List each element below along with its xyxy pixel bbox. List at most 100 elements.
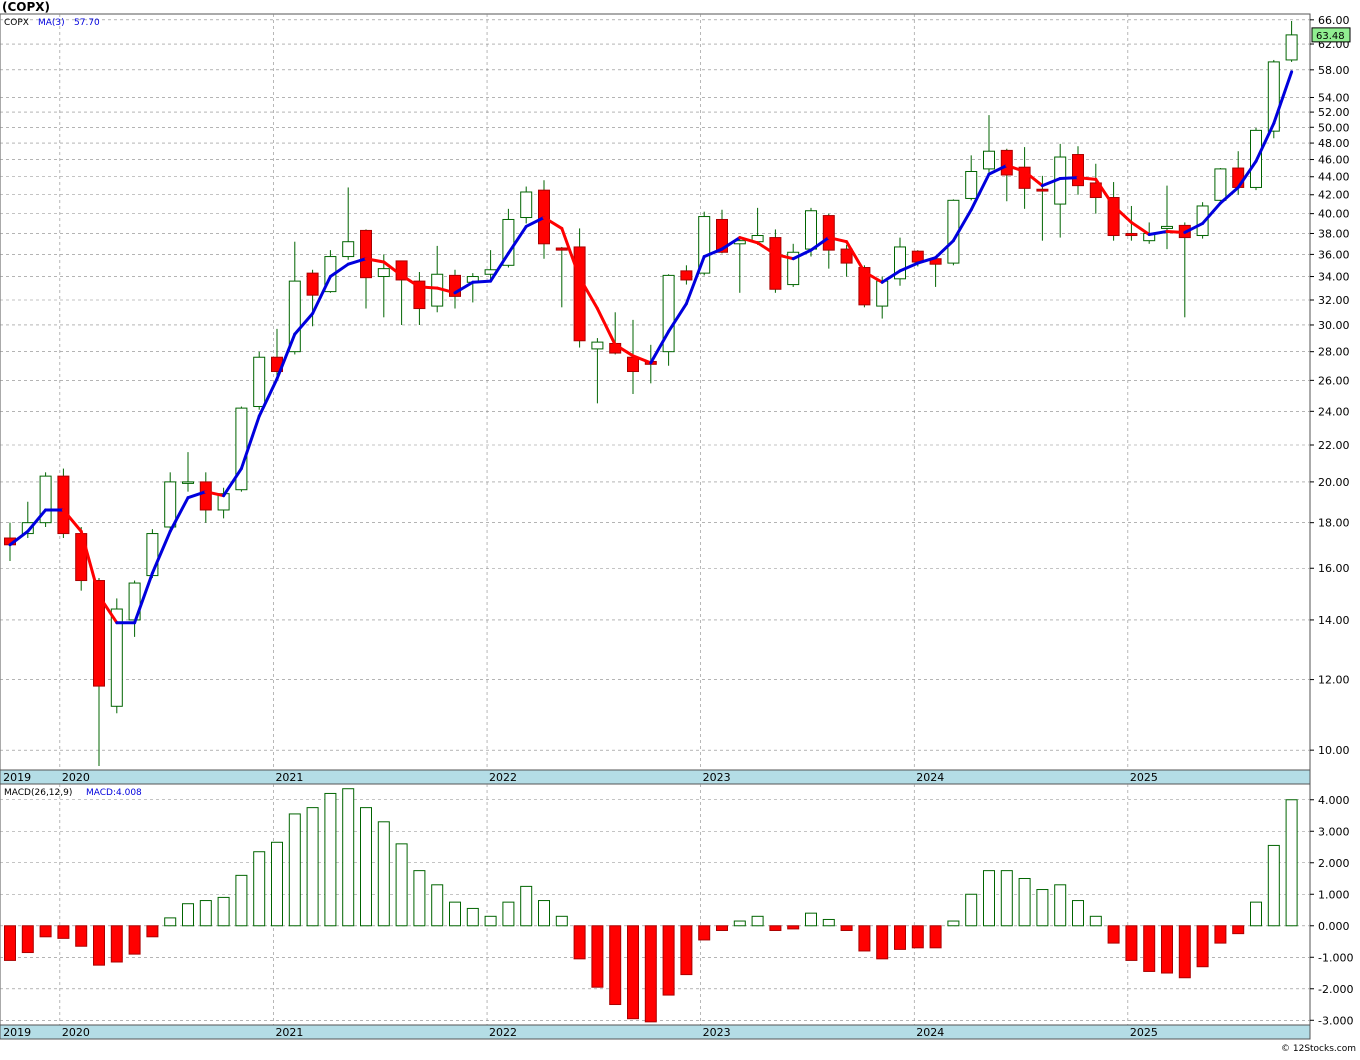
candle <box>1000 148 1013 202</box>
candle-body <box>1125 232 1138 237</box>
ma-segment <box>542 216 564 230</box>
candle-body <box>662 274 675 353</box>
ma-segment <box>1112 204 1133 224</box>
price-tick-label: 18.00 <box>1318 517 1350 530</box>
macd-bar <box>395 843 408 927</box>
ma-segment <box>311 275 332 316</box>
ma-segment <box>257 377 279 418</box>
macd-bar <box>502 901 515 927</box>
candle <box>413 271 426 325</box>
last-price-label: 63.48 <box>1316 31 1345 42</box>
year-label: 2020 <box>62 771 90 784</box>
ma-segment <box>1005 163 1027 174</box>
price-date-band <box>0 769 1311 785</box>
macd-bar <box>822 918 835 927</box>
macd-tick-label: -3.000 <box>1318 1014 1353 1027</box>
candle <box>1161 185 1173 250</box>
macd-bar <box>413 870 426 927</box>
ma-segment <box>222 467 243 498</box>
ma-segment <box>471 279 493 284</box>
candle-body <box>1285 34 1298 61</box>
ma-segment <box>613 343 635 358</box>
macd-bar <box>538 900 550 927</box>
macd-bar <box>253 851 266 927</box>
macd-bar <box>787 925 800 930</box>
macd-bar <box>377 821 390 927</box>
macd-bar <box>306 807 319 927</box>
legend-symbol: COPX <box>4 18 29 28</box>
macd-bar <box>840 925 853 931</box>
macd-bar <box>1036 889 1049 927</box>
candle-body <box>1107 197 1120 237</box>
candle-body <box>235 407 248 491</box>
ma-segment <box>1272 70 1294 125</box>
macd-bar <box>199 900 212 927</box>
price-tick-label: 38.00 <box>1318 227 1350 240</box>
price-tick-label: 12.00 <box>1318 674 1350 687</box>
macd-bar <box>431 884 444 927</box>
candle <box>573 228 586 348</box>
candle-body <box>57 475 70 535</box>
price-tick-label: 40.00 <box>1318 208 1350 221</box>
price-tick-label: 50.00 <box>1318 121 1350 134</box>
ma-segment <box>364 257 386 264</box>
macd-bar <box>1178 925 1191 979</box>
macd-y-axis: 4.000 3.000 2.000 1.000 0.000 -1.000 -2.000 -3.… <box>1310 794 1353 1027</box>
price-tick-label: 14.00 <box>1318 614 1350 627</box>
candle <box>680 265 693 285</box>
ma-segment <box>667 302 688 333</box>
ma-segment <box>275 332 297 381</box>
macd-bar <box>146 925 159 938</box>
macd-bar <box>164 917 177 927</box>
price-tick-label: 24.00 <box>1318 405 1350 418</box>
candle-body <box>449 274 461 297</box>
ma-segment <box>79 529 101 598</box>
macd-bar <box>1072 900 1084 927</box>
candle <box>306 269 319 327</box>
watermark: © 12Stocks.com <box>1281 1044 1356 1054</box>
candle-body <box>1267 61 1280 132</box>
price-tick-label: 34.00 <box>1318 271 1350 284</box>
ma-segment <box>417 285 439 290</box>
macd-bar <box>1125 925 1138 961</box>
year-label: 2024 <box>916 1026 944 1039</box>
candle <box>698 211 711 276</box>
ma-segment <box>26 508 48 533</box>
ma-segment <box>845 240 866 274</box>
macd-bar <box>466 907 479 927</box>
ma-segment <box>898 261 920 273</box>
macd-bar <box>1214 925 1227 944</box>
candle-body <box>288 280 301 353</box>
macd-bar <box>4 925 16 961</box>
candle-body <box>39 475 52 524</box>
ma-segment <box>756 241 777 256</box>
macd-bar <box>324 792 337 927</box>
macd-bar <box>609 925 622 1006</box>
candle <box>199 472 212 523</box>
candle <box>520 186 533 224</box>
ma-segment <box>186 490 208 500</box>
macd-bar <box>21 925 34 954</box>
moving-average-line <box>8 70 1294 625</box>
macd-bar <box>858 925 871 952</box>
candle <box>377 254 390 318</box>
candle <box>1214 168 1227 202</box>
price-tick-label: 28.00 <box>1318 346 1350 359</box>
macd-bar <box>217 896 230 927</box>
macd-bar <box>929 925 942 949</box>
macd-bar <box>1018 878 1031 927</box>
candle <box>110 598 123 714</box>
ma-segment <box>506 224 528 255</box>
candle <box>716 209 728 254</box>
ma-segment <box>862 270 884 284</box>
macd-tick-label: 3.000 <box>1318 825 1350 838</box>
ma-segment <box>934 239 955 260</box>
candle <box>965 155 978 201</box>
price-tick-label: 66.00 <box>1318 14 1350 27</box>
macd-bar <box>573 925 586 960</box>
macd-bar <box>1089 915 1102 927</box>
ma-segment <box>1058 176 1080 181</box>
ma-segment <box>1218 185 1240 205</box>
ma-segment <box>595 307 617 347</box>
